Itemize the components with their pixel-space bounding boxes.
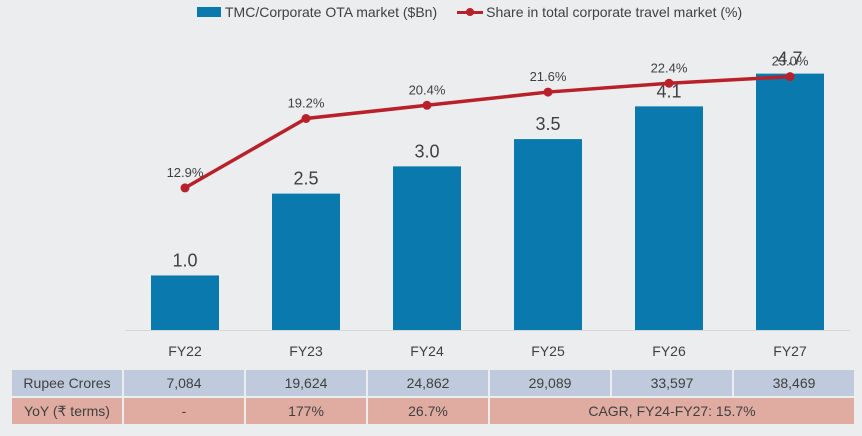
rupee-crores-row: Rupee Crores 7,084 19,624 24,862 29,089 …: [10, 368, 856, 398]
bar-value-label: 4.1: [656, 81, 681, 101]
bar-fy25: [514, 139, 582, 330]
bar-value-label: 4.7: [777, 49, 802, 69]
table-cell: 177%: [244, 396, 368, 426]
x-tick-label: FY22: [168, 343, 202, 359]
legend-bar-label: TMC/Corporate OTA market ($Bn): [225, 4, 438, 20]
share-value-label: 12.9%: [167, 165, 204, 180]
legend-line-swatch: [457, 7, 484, 17]
legend: TMC/Corporate OTA market ($Bn) Share in …: [197, 4, 762, 20]
share-point: [785, 72, 795, 82]
chart: 1.0 2.5 3.0 3.5 4.1 4.7 12.9% 19.2% 20.4% 21.6% 2…: [125, 49, 850, 359]
x-tick-label: FY23: [289, 343, 323, 359]
share-point: [301, 114, 311, 123]
table-cell: 7,084: [122, 368, 246, 398]
table-cell: 26.7%: [366, 396, 490, 426]
bar-fy24: [393, 166, 461, 330]
share-point: [664, 78, 674, 88]
legend-line-label: Share in total corporate travel market (…: [486, 4, 743, 20]
bar-value-label: 1.0: [172, 250, 197, 270]
legend-item-bar: TMC/Corporate OTA market ($Bn): [197, 4, 437, 20]
table-cell: 19,624: [244, 368, 368, 398]
x-tick-label: FY25: [531, 343, 565, 359]
share-value-label: 22.4%: [651, 60, 688, 75]
row-header: Rupee Crores: [10, 368, 124, 398]
share-value-label: 23.0%: [772, 54, 809, 69]
share-point: [422, 100, 432, 110]
share-line: [184, 74, 791, 190]
bar-fy22: [151, 275, 219, 330]
bar-value-label: 2.5: [293, 169, 318, 189]
data-table: Rupee Crores 7,084 19,624 24,862 29,089 …: [10, 368, 856, 426]
bar-fy27: [756, 73, 824, 331]
bar-fy23: [272, 193, 340, 330]
bar-value-label: 3.5: [535, 114, 560, 134]
table-cell: -: [122, 396, 246, 426]
share-value-label: 20.4%: [409, 82, 446, 97]
bar-value-label: 3.0: [414, 141, 439, 161]
share-value-label: 21.6%: [530, 69, 567, 84]
table-cell: 33,597: [610, 368, 734, 398]
legend-bar-swatch: [197, 7, 221, 17]
x-tick-label: FY27: [773, 343, 807, 359]
share-point: [180, 183, 190, 193]
table-cell: 38,469: [732, 368, 856, 398]
x-tick-label: FY24: [410, 343, 444, 359]
share-value-label: 19.2%: [288, 96, 325, 111]
row-header: YoY (₹ terms): [10, 396, 124, 426]
table-cell: 29,089: [488, 368, 612, 398]
legend-item-line: Share in total corporate travel market (…: [457, 4, 742, 20]
cagr-cell: CAGR, FY24-FY27: 15.7%: [488, 396, 856, 426]
yoy-row: YoY (₹ terms) - 177% 26.7% CAGR, FY24-FY…: [10, 396, 856, 426]
bar-fy26: [635, 106, 703, 330]
x-tick-label: FY26: [652, 343, 686, 359]
table-cell: 24,862: [366, 368, 490, 398]
share-point: [543, 87, 553, 97]
